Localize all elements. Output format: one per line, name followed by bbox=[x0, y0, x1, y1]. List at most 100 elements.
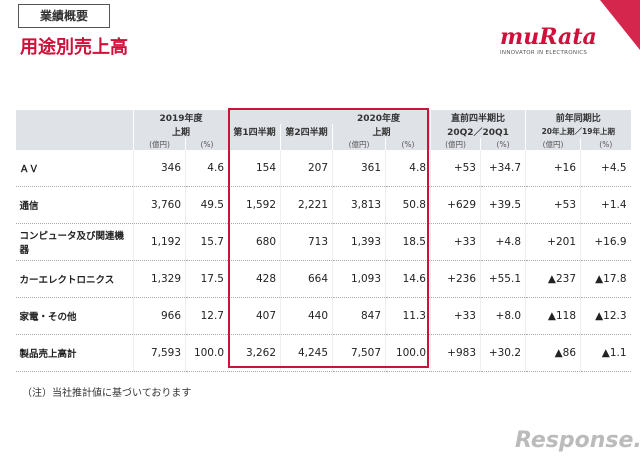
unit: (%) bbox=[385, 138, 431, 150]
cell: ▲118 bbox=[525, 297, 581, 335]
unit: (%) bbox=[580, 138, 631, 150]
unit: (%) bbox=[479, 138, 526, 150]
group-head: 2020年度 bbox=[228, 110, 431, 124]
cell: 1,329 bbox=[133, 260, 186, 298]
cell: 3,262 bbox=[228, 334, 281, 372]
table: 2019年度 2020年度 直前四半期比 前年同期比 上期 第1四半期 第2四半… bbox=[15, 110, 631, 372]
cell: 713 bbox=[280, 223, 333, 261]
cell: 1,093 bbox=[332, 260, 386, 298]
cell: 361 bbox=[332, 150, 386, 187]
cell: +983 bbox=[430, 334, 481, 372]
row-label: ＡＶ bbox=[15, 150, 134, 187]
cell: +16.9 bbox=[580, 223, 631, 261]
cell: ▲86 bbox=[525, 334, 581, 372]
tagline: INNOVATOR IN ELECTRONICS bbox=[500, 50, 588, 56]
watermark: Response. bbox=[515, 428, 640, 453]
row-label: コンピュータ及び関連機器 bbox=[15, 223, 134, 261]
cell: 100.0 bbox=[185, 334, 229, 372]
cell: ▲237 bbox=[525, 260, 581, 298]
cell: 664 bbox=[280, 260, 333, 298]
cell: 407 bbox=[228, 297, 281, 335]
cell: 4.8 bbox=[385, 150, 431, 187]
cell: 4.6 bbox=[185, 150, 229, 187]
cell: 50.8 bbox=[385, 186, 431, 224]
cell: 18.5 bbox=[385, 223, 431, 261]
note: （注）当社推計値に基づいております bbox=[22, 388, 192, 399]
cell: +1.4 bbox=[580, 186, 631, 224]
cell: 49.5 bbox=[185, 186, 229, 224]
table-row: 製品売上高計 7,593 100.0 3,262 4,245 7,507 100.0 +983… bbox=[15, 334, 631, 372]
unit: (%) bbox=[185, 138, 229, 150]
cell: 1,192 bbox=[133, 223, 186, 261]
table-row: ＡＶ 346 4.6 154 207 361 4.8 +53 +34.7 +16 +4.5 bbox=[15, 150, 631, 187]
cell: ▲1.1 bbox=[580, 334, 631, 372]
cell: +39.5 bbox=[479, 186, 526, 224]
unit: (億円) bbox=[430, 138, 481, 150]
table-body: ＡＶ 346 4.6 154 207 361 4.8 +53 +34.7 +16 +4.5 通信 3,7… bbox=[15, 150, 631, 372]
cell: 346 bbox=[133, 150, 186, 187]
row-label: カーエレクトロニクス bbox=[15, 260, 134, 298]
cell: 15.7 bbox=[185, 223, 229, 261]
cell: 847 bbox=[332, 297, 386, 335]
cell: 7,507 bbox=[332, 334, 386, 372]
cell: +236 bbox=[430, 260, 481, 298]
cell: ▲12.3 bbox=[580, 297, 631, 335]
sub-head: 第1四半期 bbox=[228, 124, 281, 138]
cell: +33 bbox=[430, 223, 481, 261]
cell: +629 bbox=[430, 186, 481, 224]
cell: 440 bbox=[280, 297, 333, 335]
unit: (億円) bbox=[525, 138, 581, 150]
highlight-box bbox=[228, 108, 429, 368]
cell: 428 bbox=[228, 260, 281, 298]
cell: +55.1 bbox=[479, 260, 526, 298]
cell: +201 bbox=[525, 223, 581, 261]
badge: 業績概要 bbox=[18, 4, 110, 28]
table-row: 通信 3,760 49.5 1,592 2,221 3,813 50.8 +629 +39.5 +… bbox=[15, 186, 631, 224]
cell: 207 bbox=[280, 150, 333, 187]
table-row: 家電・その他 966 12.7 407 440 847 11.3 +33 +8.0 ▲118 ▲12… bbox=[15, 297, 631, 335]
cell: +30.2 bbox=[479, 334, 526, 372]
cell: 7,593 bbox=[133, 334, 186, 372]
row-label: 通信 bbox=[15, 186, 134, 224]
cell: 17.5 bbox=[185, 260, 229, 298]
group-head: 2019年度 bbox=[133, 110, 229, 124]
cell: 2,221 bbox=[280, 186, 333, 224]
corner-decoration bbox=[600, 0, 640, 50]
cell: 11.3 bbox=[385, 297, 431, 335]
cell: 1,592 bbox=[228, 186, 281, 224]
row-label: 家電・その他 bbox=[15, 297, 134, 335]
row-label: 製品売上高計 bbox=[15, 334, 134, 372]
logo: muRata bbox=[500, 24, 597, 50]
cell: 12.7 bbox=[185, 297, 229, 335]
table-row: カーエレクトロニクス 1,329 17.5 428 664 1,093 14.6 +236 +5… bbox=[15, 260, 631, 298]
group-head: 直前四半期比 bbox=[429, 110, 526, 124]
table-row: コンピュータ及び関連機器 1,192 15.7 680 713 1,393 18.5 +33 +… bbox=[15, 223, 631, 261]
cell: +34.7 bbox=[479, 150, 526, 187]
cell: +16 bbox=[525, 150, 581, 187]
sub-head: 20Q2／20Q1 bbox=[429, 124, 526, 138]
sub-head: 上期 bbox=[133, 124, 229, 138]
unit bbox=[280, 138, 333, 150]
cell: +53 bbox=[430, 150, 481, 187]
unit: (億円) bbox=[133, 138, 186, 150]
cell: 100.0 bbox=[385, 334, 431, 372]
sub-head: 20年上期／19年上期 bbox=[525, 124, 631, 138]
cell: +4.8 bbox=[479, 223, 526, 261]
sub-head: 上期 bbox=[332, 124, 431, 138]
cell: 966 bbox=[133, 297, 186, 335]
title: 用途別売上高 bbox=[20, 37, 128, 58]
cell: 3,813 bbox=[332, 186, 386, 224]
cell: 4,245 bbox=[280, 334, 333, 372]
cell: +53 bbox=[525, 186, 581, 224]
cell: +4.5 bbox=[580, 150, 631, 187]
cell: +8.0 bbox=[479, 297, 526, 335]
cell: 3,760 bbox=[133, 186, 186, 224]
sub-head: 第2四半期 bbox=[280, 124, 333, 138]
corner-cell bbox=[15, 110, 134, 150]
group-head: 前年同期比 bbox=[525, 110, 631, 124]
cell: 14.6 bbox=[385, 260, 431, 298]
cell: 1,393 bbox=[332, 223, 386, 261]
cell: +33 bbox=[430, 297, 481, 335]
cell: ▲17.8 bbox=[580, 260, 631, 298]
